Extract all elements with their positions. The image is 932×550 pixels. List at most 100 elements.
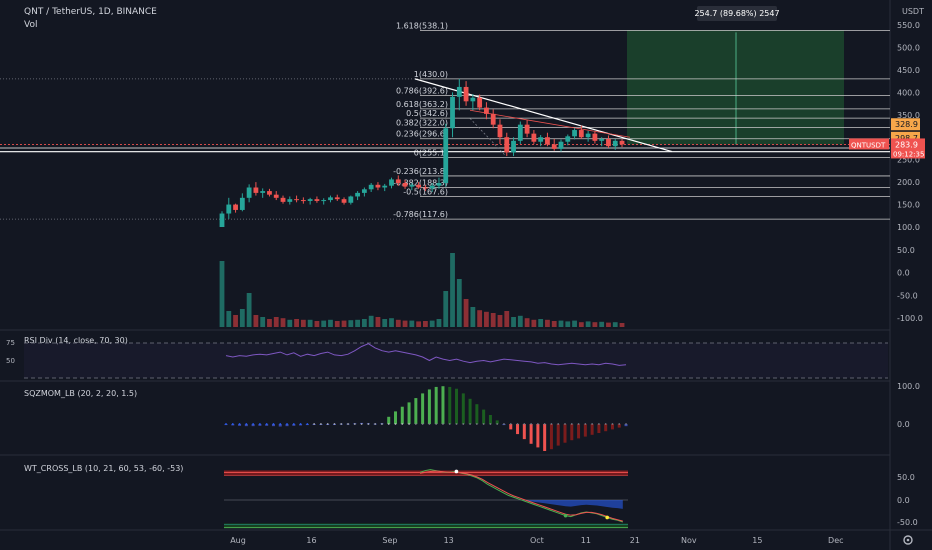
- volume-bar: [409, 320, 415, 327]
- squeeze-dot: [496, 423, 499, 425]
- squeeze-dot: [564, 423, 566, 425]
- squeeze-dot: [625, 423, 627, 425]
- wt-diff-area: [420, 500, 623, 509]
- squeeze-dot: [469, 423, 471, 425]
- price-tick: 250.0: [897, 156, 920, 165]
- sqz-histogram-bar: [624, 424, 628, 427]
- squeeze-dot: [543, 423, 546, 425]
- symbol-badge: QNTUSDT: [851, 141, 886, 149]
- squeeze-dot: [408, 423, 410, 425]
- volume-bar: [477, 310, 483, 327]
- squeeze-dot: [509, 423, 512, 425]
- volume-bar: [280, 318, 286, 327]
- volume-bar: [484, 311, 489, 327]
- squeeze-dot: [482, 423, 485, 425]
- wt-cross-label[interactable]: WT_CROSS_LB (10, 21, 60, 53, -60, -53): [24, 464, 183, 473]
- squeeze-dot: [516, 423, 519, 425]
- time-axis[interactable]: Aug 16 Sep 13 Oct 11 21 Nov 15 Dec: [230, 536, 843, 545]
- sqz-histogram-bar: [522, 424, 526, 440]
- sqz-tick-0: 0.0: [897, 420, 910, 429]
- volume-bar: [517, 315, 523, 327]
- fib-level-label: 0.236(296.6): [396, 130, 448, 139]
- sqz-histogram-bar: [604, 424, 608, 432]
- sqz-histogram-bar: [468, 398, 472, 424]
- rsi-pane: [24, 342, 888, 379]
- price-axis[interactable]: 550.0 500.0 450.0 400.0 350.0 250.0 200.0 150.0…: [849, 21, 925, 232]
- candle-body: [300, 200, 306, 202]
- price-badge-label: 298.7: [895, 134, 918, 143]
- sqz-histogram-bar: [590, 424, 594, 435]
- candle-body: [348, 196, 354, 203]
- candle-body: [368, 184, 374, 190]
- candle-body: [233, 204, 238, 210]
- volume-bar: [361, 319, 367, 327]
- candle-body: [450, 96, 455, 129]
- rsi-label[interactable]: RSI Div (14, close, 70, 30): [24, 336, 128, 345]
- price-badge-bg: [891, 118, 920, 131]
- wt2-line: [419, 470, 623, 522]
- squeeze-dot: [320, 423, 322, 425]
- fibonacci-retracement[interactable]: 1.618(538.1) 1(430.0) 0.786(392.6) 0.618(36…: [0, 21, 890, 220]
- fib-level-label: 0.382(322.0): [396, 118, 448, 127]
- volume-tick: 50.0: [897, 246, 915, 255]
- sqzmom-label[interactable]: SQZMOM_LB (20, 2, 20, 1.5): [24, 389, 137, 398]
- squeeze-dot: [353, 423, 356, 425]
- squeeze-dot: [604, 423, 607, 425]
- gear-icon[interactable]: [903, 535, 913, 545]
- candle-body: [294, 199, 299, 201]
- candle-body: [395, 179, 401, 184]
- fib-level-label: -0.236(213.8): [393, 167, 448, 176]
- symbol-title[interactable]: QNT / TetherUS, 1D, BINANCE: [24, 7, 157, 17]
- candle-body: [517, 124, 523, 141]
- sqz-histogram-bar: [516, 424, 520, 435]
- candle-body: [389, 179, 394, 186]
- time-tick: Oct: [530, 536, 544, 545]
- candle-body: [321, 200, 327, 202]
- squeeze-dot: [530, 423, 532, 425]
- sqz-histogram-bar: [509, 424, 513, 430]
- volume-bar: [273, 317, 279, 327]
- rsi-level-75: 75: [6, 339, 15, 347]
- squeeze-dot: [374, 423, 377, 425]
- volume-bar: [551, 321, 557, 327]
- price-tick: 350.0: [897, 111, 920, 120]
- squeeze-dot: [401, 423, 404, 425]
- fib-level-label: 1.618(538.1): [396, 21, 448, 30]
- symbol-badge-bg: [849, 138, 889, 150]
- volume-bar: [504, 311, 510, 327]
- candle-body: [429, 185, 435, 189]
- squeeze-dot: [259, 423, 261, 425]
- sqzmom-pane: [224, 386, 628, 451]
- candle-body: [341, 199, 347, 203]
- squeeze-dot: [503, 423, 505, 425]
- squeeze-dot: [577, 423, 580, 425]
- sqz-tick-100: 100.0: [897, 382, 920, 391]
- volume-tick: -50.0: [897, 291, 918, 300]
- candle-body: [239, 197, 245, 210]
- sqz-histogram-bar: [251, 424, 255, 427]
- volume-bar: [226, 311, 232, 327]
- candle-body: [246, 187, 252, 198]
- volume-bar: [545, 319, 550, 327]
- sqz-histogram-bar: [543, 424, 547, 451]
- long-position-tool[interactable]: 254.7 (89.68%) 2547: [627, 6, 844, 145]
- sqz-histogram-bar: [387, 416, 391, 424]
- sqz-histogram-bar: [448, 386, 452, 424]
- sqz-histogram-bar: [536, 424, 540, 448]
- squeeze-dot: [340, 423, 343, 425]
- volume-bar: [389, 318, 394, 327]
- candle-body: [484, 107, 489, 114]
- volume-bar: [307, 319, 313, 327]
- volume-bar: [436, 319, 442, 327]
- fib-level-label: 0(255.1): [414, 148, 448, 157]
- squeeze-dot: [550, 423, 553, 425]
- time-tick: Dec: [828, 536, 843, 545]
- wt-tick-0: 0.0: [897, 496, 910, 505]
- volume-bar: [463, 299, 469, 327]
- candle-body: [273, 194, 279, 198]
- volume-bar: [314, 321, 320, 327]
- volume-bar: [450, 253, 455, 327]
- squeeze-dot: [557, 423, 560, 425]
- squeeze-dot: [442, 423, 444, 425]
